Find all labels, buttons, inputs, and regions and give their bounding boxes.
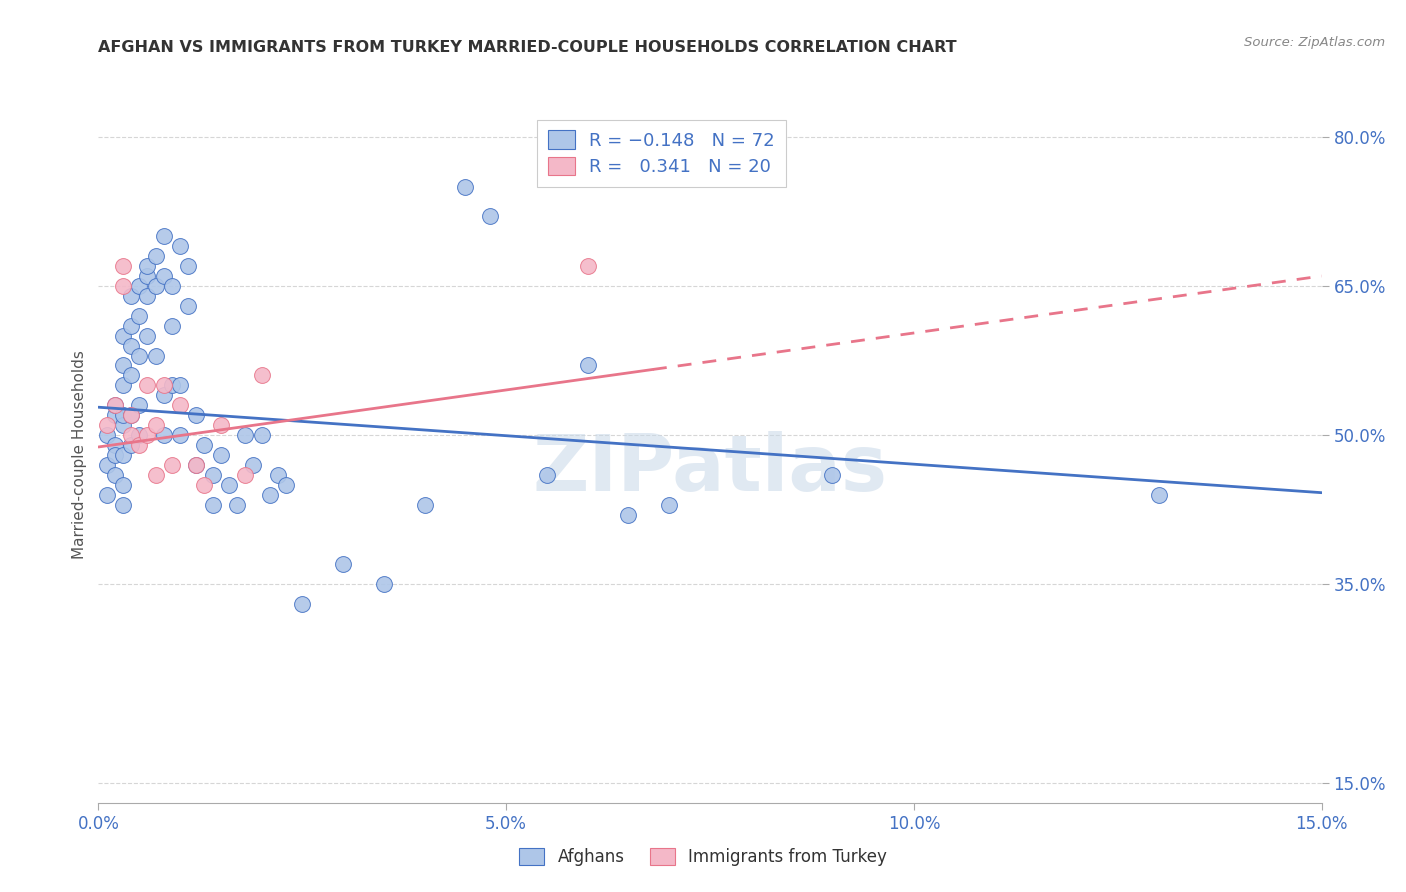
Point xyxy=(177,299,200,313)
Point xyxy=(145,249,167,263)
Point xyxy=(186,458,208,472)
Point xyxy=(267,467,290,482)
Point xyxy=(128,309,150,323)
Point xyxy=(209,448,232,462)
Point xyxy=(617,508,640,522)
Point xyxy=(233,467,256,482)
Point xyxy=(250,428,273,442)
Point xyxy=(111,359,134,373)
Point xyxy=(169,239,191,253)
Point xyxy=(1147,488,1170,502)
Point xyxy=(136,328,159,343)
Point xyxy=(120,408,142,422)
Point xyxy=(120,408,142,422)
Point xyxy=(160,318,183,333)
Point xyxy=(478,210,501,224)
Point xyxy=(145,418,167,433)
Point xyxy=(128,428,150,442)
Point xyxy=(209,418,232,433)
Point xyxy=(259,488,281,502)
Point xyxy=(201,498,224,512)
Point xyxy=(186,408,208,422)
Point xyxy=(128,279,150,293)
Text: AFGHAN VS IMMIGRANTS FROM TURKEY MARRIED-COUPLE HOUSEHOLDS CORRELATION CHART: AFGHAN VS IMMIGRANTS FROM TURKEY MARRIED… xyxy=(98,40,957,55)
Point xyxy=(96,458,118,472)
Point xyxy=(177,259,200,273)
Point xyxy=(128,438,150,452)
Point xyxy=(242,458,264,472)
Y-axis label: Married-couple Households: Married-couple Households xyxy=(72,351,87,559)
Point xyxy=(120,368,142,383)
Point xyxy=(104,438,127,452)
Point xyxy=(576,359,599,373)
Point xyxy=(128,349,150,363)
Point xyxy=(128,398,150,412)
Point xyxy=(536,467,558,482)
Point xyxy=(104,398,127,412)
Point xyxy=(111,408,134,422)
Point xyxy=(104,408,127,422)
Point xyxy=(111,328,134,343)
Point xyxy=(136,268,159,283)
Point xyxy=(104,448,127,462)
Point xyxy=(152,378,174,392)
Point xyxy=(111,418,134,433)
Point xyxy=(111,477,134,491)
Point xyxy=(111,259,134,273)
Point xyxy=(120,438,142,452)
Point xyxy=(291,597,314,611)
Point xyxy=(104,398,127,412)
Point xyxy=(145,279,167,293)
Point xyxy=(658,498,681,512)
Point xyxy=(111,448,134,462)
Point xyxy=(186,458,208,472)
Point xyxy=(250,368,273,383)
Point xyxy=(96,418,118,433)
Point xyxy=(104,467,127,482)
Legend: R = −0.148   N = 72, R =   0.341   N = 20: R = −0.148 N = 72, R = 0.341 N = 20 xyxy=(537,120,786,187)
Point xyxy=(160,378,183,392)
Point xyxy=(201,467,224,482)
Point xyxy=(152,428,174,442)
Point xyxy=(111,378,134,392)
Point xyxy=(332,558,354,572)
Point xyxy=(152,268,174,283)
Point xyxy=(96,428,118,442)
Point xyxy=(120,318,142,333)
Point xyxy=(193,438,215,452)
Point xyxy=(233,428,256,442)
Point xyxy=(218,477,240,491)
Point xyxy=(169,378,191,392)
Point xyxy=(136,289,159,303)
Point xyxy=(136,259,159,273)
Point xyxy=(120,289,142,303)
Legend: Afghans, Immigrants from Turkey: Afghans, Immigrants from Turkey xyxy=(510,840,896,875)
Point xyxy=(96,488,118,502)
Point xyxy=(145,467,167,482)
Point xyxy=(413,498,436,512)
Point xyxy=(145,349,167,363)
Point xyxy=(169,398,191,412)
Point xyxy=(226,498,249,512)
Text: Source: ZipAtlas.com: Source: ZipAtlas.com xyxy=(1244,36,1385,49)
Point xyxy=(120,428,142,442)
Point xyxy=(152,388,174,402)
Point xyxy=(169,428,191,442)
Point xyxy=(576,259,599,273)
Point xyxy=(373,577,395,591)
Point xyxy=(111,279,134,293)
Point xyxy=(274,477,297,491)
Point xyxy=(152,229,174,244)
Point xyxy=(454,179,477,194)
Point xyxy=(136,378,159,392)
Point xyxy=(160,458,183,472)
Point xyxy=(136,428,159,442)
Point xyxy=(193,477,215,491)
Point xyxy=(111,498,134,512)
Point xyxy=(160,279,183,293)
Point xyxy=(821,467,844,482)
Text: ZIPatlas: ZIPatlas xyxy=(533,431,887,507)
Point xyxy=(120,338,142,352)
